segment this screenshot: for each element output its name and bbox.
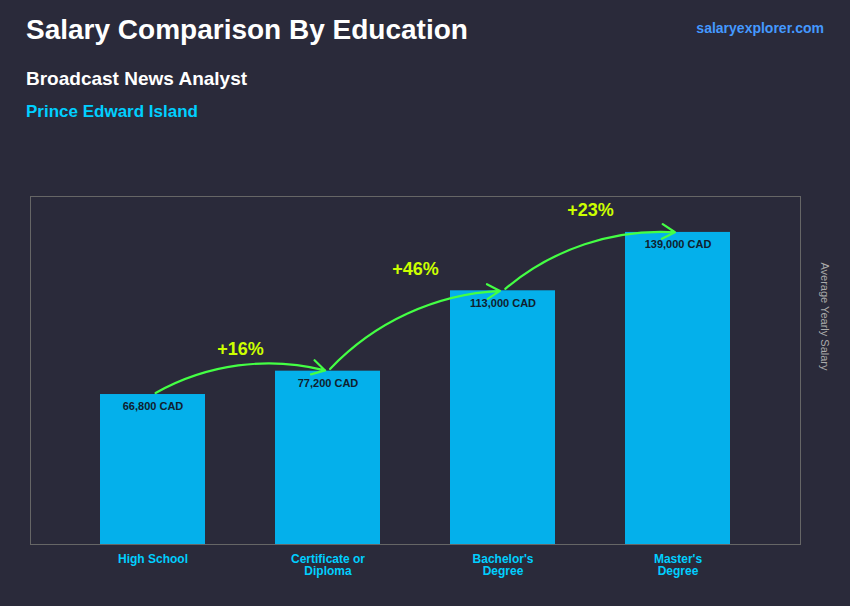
- svg-text:+16%: +16%: [217, 339, 264, 359]
- svg-text:High School: High School: [118, 552, 188, 566]
- svg-text:77,200 CAD: 77,200 CAD: [298, 377, 359, 389]
- svg-text:113,000 CAD: 113,000 CAD: [470, 297, 536, 309]
- svg-text:139,000 CAD: 139,000 CAD: [645, 238, 712, 250]
- svg-text:+23%: +23%: [567, 200, 614, 220]
- svg-text:Master'sDegree: Master'sDegree: [654, 552, 703, 578]
- svg-text:66,800 CAD: 66,800 CAD: [123, 400, 184, 412]
- svg-text:Certificate orDiploma: Certificate orDiploma: [291, 552, 365, 578]
- html-text:salaryexplorer.com: salaryexplorer.com: [696, 20, 824, 36]
- html-text:Prince Edward Island: Prince Edward Island: [26, 102, 198, 121]
- svg-text:+46%: +46%: [392, 259, 439, 279]
- html-text:Salary Comparison By Education: Salary Comparison By Education: [26, 14, 468, 45]
- svg-text:Bachelor'sDegree: Bachelor'sDegree: [473, 552, 534, 578]
- svg-text:Average Yearly Salary: Average Yearly Salary: [819, 262, 831, 371]
- html-text:Broadcast News Analyst: Broadcast News Analyst: [26, 68, 247, 89]
